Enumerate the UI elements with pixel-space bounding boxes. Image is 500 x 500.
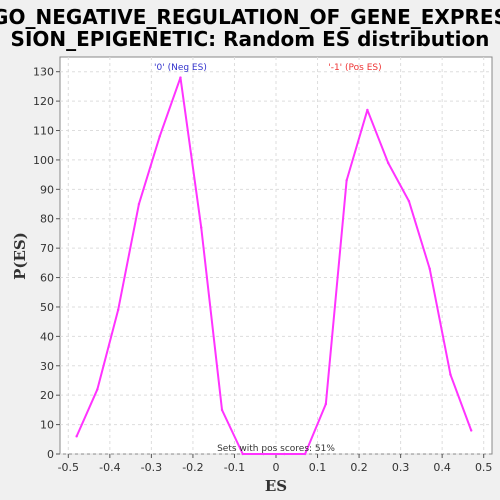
x-tick-label: 0: [273, 461, 280, 474]
data-point: [75, 435, 78, 438]
data-point: [324, 402, 328, 406]
data-point: [449, 373, 452, 376]
data-point: [470, 429, 473, 432]
data-point: [283, 452, 286, 456]
x-axis-label: ES: [265, 477, 287, 495]
y-tick-label: 130: [33, 66, 54, 79]
data-point: [428, 267, 431, 270]
y-tick-label: 60: [40, 272, 54, 285]
y-axis-label: P(ES): [11, 232, 29, 280]
data-point: [262, 452, 265, 456]
data-point: [158, 135, 161, 138]
data-point: [345, 179, 348, 182]
x-tick-label: -0.3: [141, 461, 162, 474]
series-layer: [75, 76, 473, 456]
y-tick-label: 80: [40, 213, 54, 226]
y-tick-label: 10: [40, 419, 54, 432]
x-tick-label: 0.5: [475, 461, 493, 474]
x-tick-label: -0.2: [182, 461, 203, 474]
data-point: [96, 388, 99, 391]
y-tick-label: 0: [47, 448, 54, 461]
x-tick-label: 0.3: [392, 461, 410, 474]
x-tick-label: 0.1: [309, 461, 327, 474]
y-tick-label: 110: [33, 125, 54, 138]
data-point: [137, 202, 141, 206]
y-tick-label: 20: [40, 389, 54, 402]
data-point: [407, 199, 411, 203]
pos-scores-note: Sets with pos scores: 51%: [217, 444, 335, 454]
annotation-layer: '0' (Neg ES) '-1' (Pos ES) Sets with pos s…: [154, 63, 382, 454]
data-point: [116, 308, 120, 312]
chart-title-line1: GO_NEGATIVE_REGULATION_OF_GENE_EXPRES: [0, 5, 500, 29]
y-tick-label: 120: [33, 95, 54, 108]
data-point: [179, 76, 182, 79]
y-tick-label: 30: [40, 360, 54, 373]
series-line: [75, 76, 473, 455]
y-tick-label: 40: [40, 330, 54, 343]
pos-es-label: '-1' (Pos ES): [328, 63, 381, 73]
neg-es-label: '0' (Neg ES): [154, 63, 207, 73]
y-tick-label: 70: [40, 242, 54, 255]
data-point: [366, 108, 369, 112]
x-tick-label: 0.4: [433, 461, 451, 474]
y-tick-label: 90: [40, 183, 54, 196]
data-point: [220, 408, 224, 412]
grid-layer: [60, 57, 492, 455]
data-point: [303, 452, 307, 456]
x-tick-label: -0.4: [99, 461, 120, 474]
data-point: [241, 452, 244, 456]
y-tick-label: 100: [33, 154, 54, 167]
tick-layer: 0 10 20 30 40 50 60 70 80 90 100 110 120 130 -0.5 -0.4 -…: [33, 66, 492, 474]
x-tick-label: -0.5: [58, 461, 79, 474]
y-tick-label: 50: [40, 301, 54, 314]
data-point: [200, 226, 203, 229]
chart-title-line2: SION_EPIGENETIC: Random ES distribution: [11, 27, 490, 51]
data-point: [386, 161, 390, 165]
x-tick-label: -0.1: [224, 461, 245, 474]
x-tick-label: 0.2: [350, 461, 368, 474]
